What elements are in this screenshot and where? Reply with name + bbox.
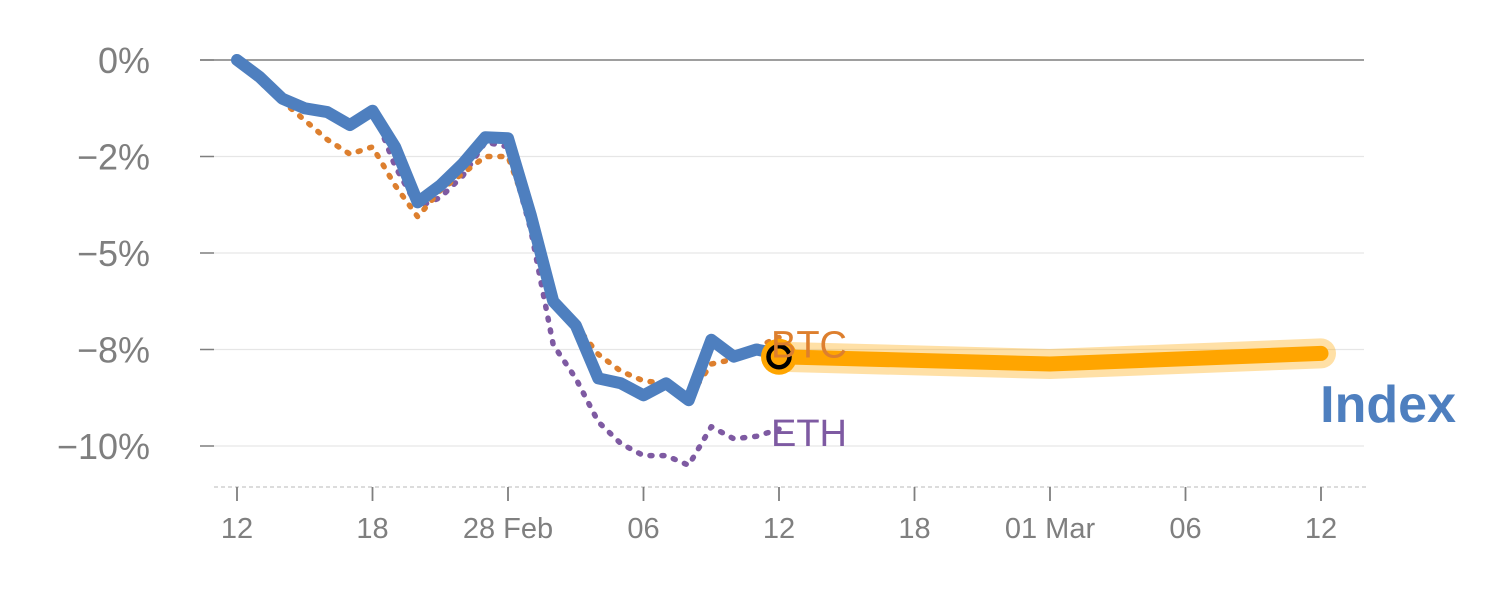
x-tick-label: 01 Mar — [1005, 513, 1096, 545]
x-tick-label: 12 — [1305, 513, 1337, 545]
forecast-line — [771, 345, 1329, 372]
x-tick-label: 06 — [1169, 513, 1201, 545]
series-label-btc: BTC — [771, 324, 847, 366]
forecast-band — [764, 338, 1336, 379]
y-tick-label: −2% — [77, 137, 150, 178]
x-tick-label: 12 — [763, 513, 795, 545]
y-tick-label: 0% — [98, 40, 150, 81]
x-axis: 12 18 28 Feb 06 12 18 01 Mar 06 12 — [214, 486, 1366, 545]
series-lines — [231, 54, 785, 469]
series-label-eth: ETH — [771, 413, 847, 455]
x-tick-label: 18 — [898, 513, 930, 545]
x-tick-label: 06 — [627, 513, 659, 545]
series-labels: BTC ETH Index — [771, 324, 1456, 455]
series-line-btc — [234, 57, 782, 401]
series-line-index — [231, 54, 785, 407]
x-tick-label: 28 Feb — [463, 513, 553, 545]
series-label-index: Index — [1320, 376, 1456, 434]
markers — [761, 338, 797, 375]
forecast-start-marker-ring — [766, 343, 792, 370]
y-tick-label: −10% — [57, 426, 150, 467]
x-tick-label: 12 — [221, 513, 253, 545]
series-line-eth — [234, 54, 782, 469]
x-tick-label: 18 — [356, 513, 388, 545]
y-tick-label: −5% — [77, 233, 150, 274]
y-axis-tick-labels: 0% −2% −5% −8% −10% — [57, 40, 150, 467]
y-tick-label: −8% — [77, 330, 150, 371]
